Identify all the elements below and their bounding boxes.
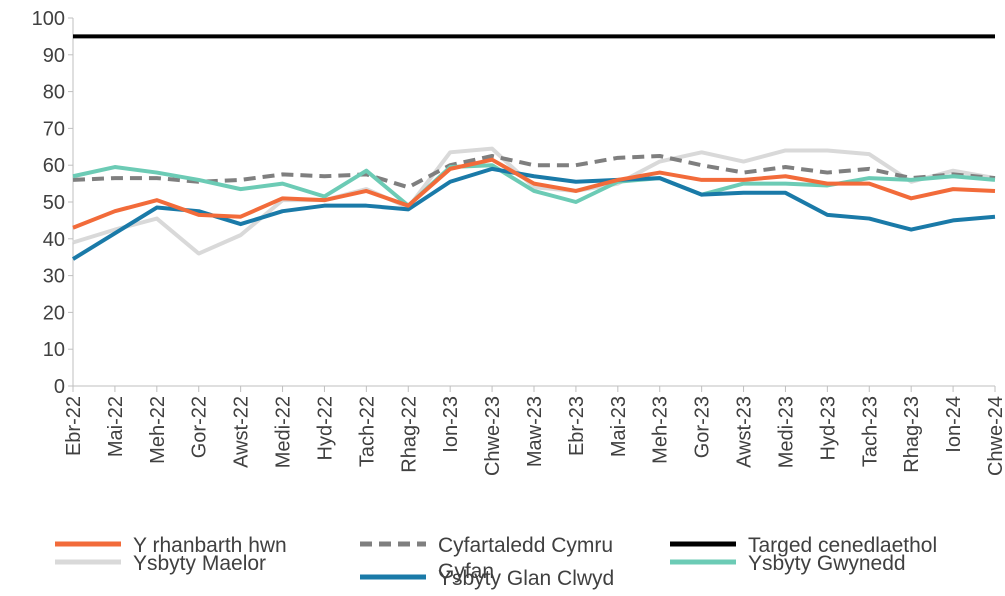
y-tick-label: 40 bbox=[43, 229, 65, 251]
y-tick-label: 50 bbox=[43, 192, 65, 214]
x-tick-label: Tach-23 bbox=[859, 396, 881, 467]
legend-swatch bbox=[670, 559, 736, 565]
x-tick-label: Rhag-22 bbox=[398, 396, 420, 473]
y-tick-label: 70 bbox=[43, 118, 65, 140]
x-tick-label: Awst-23 bbox=[734, 396, 756, 468]
legend-swatch bbox=[55, 541, 121, 547]
x-tick-label: Mai-22 bbox=[105, 396, 127, 457]
y-tick-label: 30 bbox=[43, 266, 65, 288]
legend-item: Targed cenedlaethol bbox=[670, 533, 990, 559]
y-tick-label: 20 bbox=[43, 302, 65, 324]
x-tick-label: Meh-23 bbox=[650, 396, 672, 464]
x-tick-label: Ebr-22 bbox=[63, 396, 85, 456]
legend-label: Ysbyty Glan Clwyd bbox=[438, 567, 615, 590]
series-line bbox=[71, 166, 996, 261]
legend-label: Cyfartaledd Cymru Gyfan bbox=[438, 534, 614, 583]
x-tick-label: Rhag-23 bbox=[901, 396, 923, 473]
legend-item: Ysbyty Maelor bbox=[55, 551, 375, 577]
y-tick-label: 90 bbox=[43, 45, 65, 67]
x-tick-label: Hyd-23 bbox=[817, 396, 839, 460]
legend-label: Y rhanbarth hwn bbox=[133, 534, 287, 557]
legend-item: Ysbyty Gwynedd bbox=[670, 551, 990, 577]
x-tick-label: Ion-23 bbox=[440, 396, 462, 453]
x-tick-label: Mai-23 bbox=[608, 396, 630, 457]
y-tick-label: 10 bbox=[43, 339, 65, 361]
series-line bbox=[72, 157, 996, 230]
y-tick-label: 100 bbox=[32, 8, 65, 30]
series-line bbox=[72, 146, 996, 256]
x-tick-label: Chwe-23 bbox=[482, 396, 504, 476]
y-tick-label: 0 bbox=[54, 376, 65, 398]
legend-label: Ysbyty Maelor bbox=[133, 552, 267, 575]
x-tick-label: Maw-23 bbox=[524, 396, 546, 467]
x-tick-label: Ion-24 bbox=[943, 396, 965, 453]
legend-item: Cyfartaledd Cymru Gyfan bbox=[360, 533, 660, 585]
legend-label: Targed cenedlaethol bbox=[748, 534, 938, 557]
y-tick-label: 60 bbox=[43, 155, 65, 177]
legend-item: Y rhanbarth hwn bbox=[55, 533, 375, 559]
legend-item: Ysbyty Glan Clwyd bbox=[360, 566, 680, 592]
legend-swatch bbox=[360, 541, 426, 547]
x-tick-label: Gor-23 bbox=[692, 396, 714, 458]
x-tick-label: Chwe-24 bbox=[985, 396, 1005, 476]
legend-swatch bbox=[360, 574, 426, 580]
legend-swatch bbox=[55, 559, 121, 565]
x-tick-label: Meh-22 bbox=[147, 396, 169, 464]
legend-swatch bbox=[670, 541, 736, 547]
legend-label: Ysbyty Gwynedd bbox=[748, 552, 906, 575]
x-tick-label: Tach-22 bbox=[356, 396, 378, 467]
x-tick-label: Hyd-22 bbox=[314, 396, 336, 460]
x-tick-label: Awst-22 bbox=[231, 396, 253, 468]
y-tick-label: 80 bbox=[43, 82, 65, 104]
x-tick-label: Gor-22 bbox=[189, 396, 211, 458]
x-tick-label: Medi-23 bbox=[775, 396, 797, 468]
series-line bbox=[72, 154, 996, 190]
x-tick-label: Ebr-23 bbox=[566, 396, 588, 456]
x-tick-label: Medi-22 bbox=[273, 396, 295, 468]
